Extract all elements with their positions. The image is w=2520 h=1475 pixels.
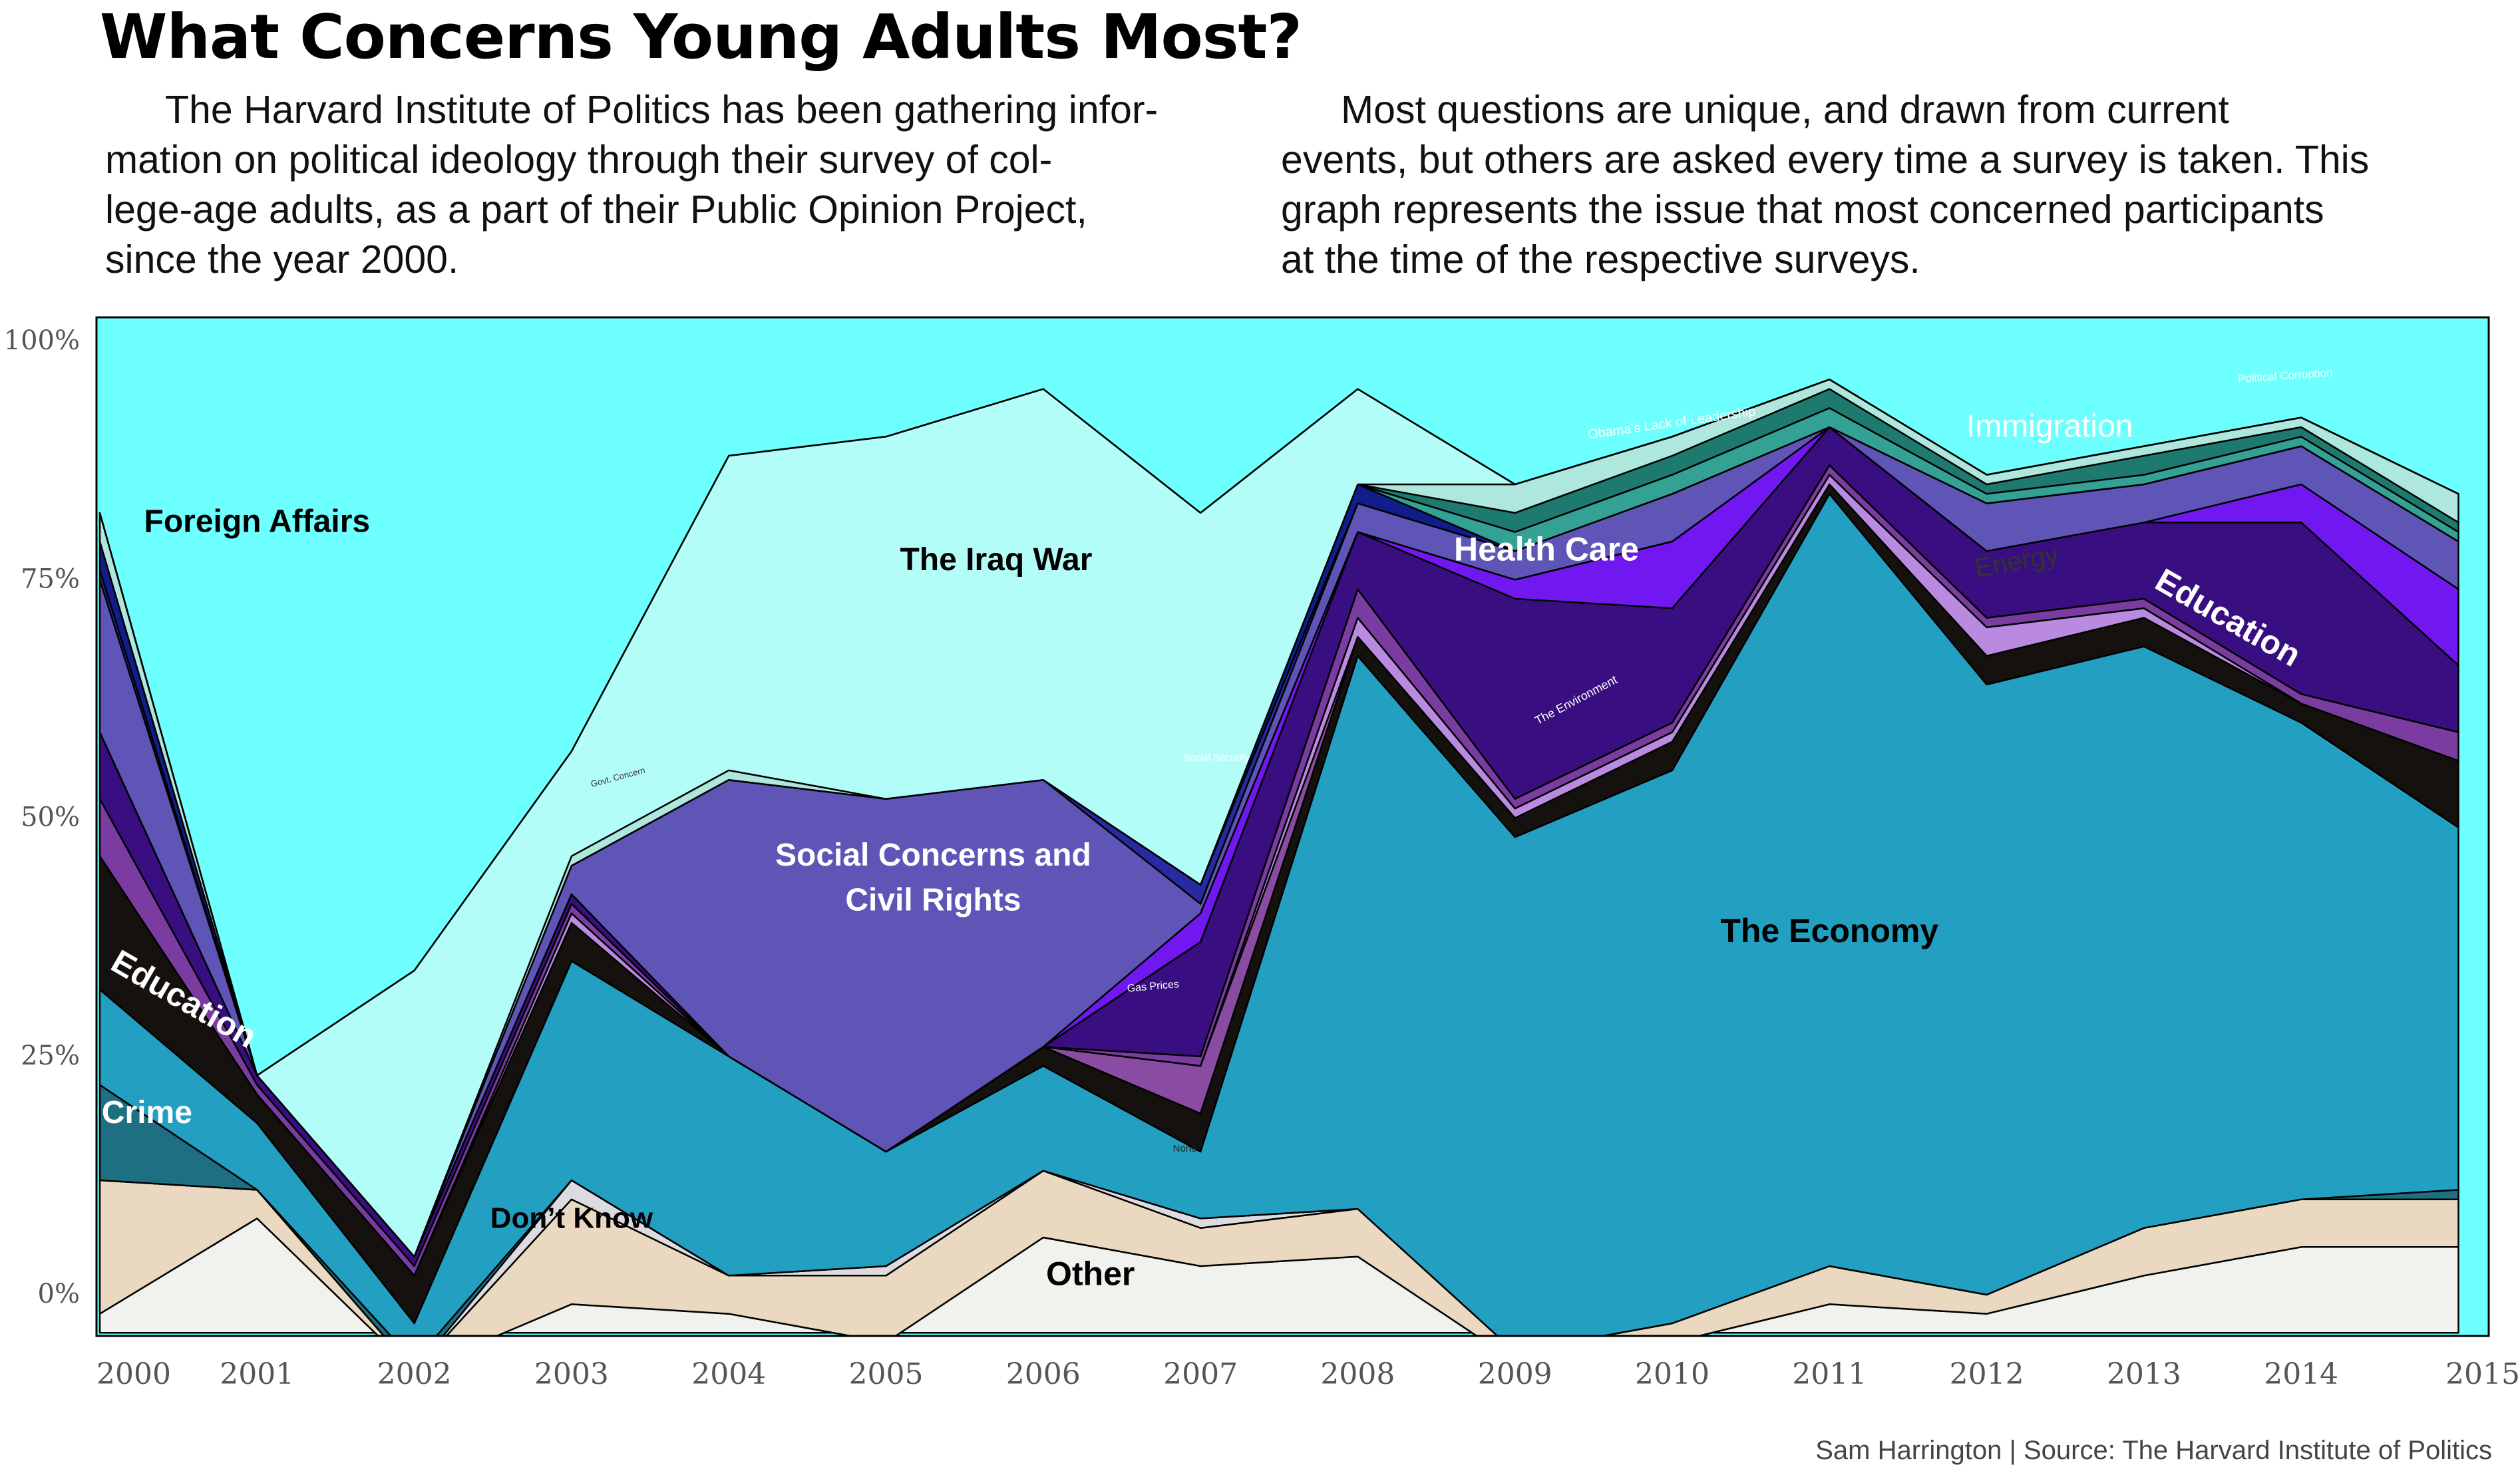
- intro-left-line-3: lege-age adults, as a part of their Publ…: [105, 188, 1087, 232]
- label-none: None: [1173, 1143, 1197, 1154]
- intro-right-line-2: events, but others are asked every time …: [1281, 138, 2370, 182]
- x-tick-label: 2005: [849, 1357, 924, 1391]
- label-health-care: Health Care: [1454, 531, 1639, 568]
- label-the-iraq-war: The Iraq War: [900, 542, 1092, 577]
- y-tick-label: 25%: [21, 1041, 80, 1071]
- label-the-economy: The Economy: [1720, 912, 1938, 949]
- x-tick-label: 2015: [2445, 1357, 2520, 1391]
- y-tick-label: 100%: [4, 325, 80, 356]
- x-tick-label: 2003: [534, 1357, 609, 1391]
- intro-right-line-4: at the time of the respective surveys.: [1281, 238, 1920, 281]
- chart-title: What Concerns Young Adults Most?: [100, 1, 1302, 73]
- x-tick-label: 2009: [1478, 1357, 1552, 1391]
- label-social-concerns-and-civil-rights: Social Concerns and Civil Rights: [775, 838, 1091, 917]
- x-tick-label: 2007: [1163, 1357, 1238, 1391]
- x-tick-label: 2013: [2107, 1357, 2181, 1391]
- label-immigration: Immigration: [1966, 409, 2133, 444]
- intro-left-line-1: The Harvard Institute of Politics has be…: [165, 88, 1159, 132]
- x-tick-label: 2010: [1635, 1357, 1710, 1391]
- intro-right-line-1: Most questions are unique, and drawn fro…: [1341, 88, 2229, 132]
- x-tick-label: 2008: [1320, 1357, 1395, 1391]
- x-tick-label: 2002: [377, 1357, 452, 1391]
- label-other: Other: [1046, 1255, 1135, 1293]
- intro-left-line-2: mation on political ideology through the…: [105, 138, 1053, 182]
- x-tick-label: 2011: [1792, 1357, 1867, 1391]
- y-tick-label: 0%: [38, 1279, 80, 1309]
- axes: 0% 25% 50% 75% 100% 2000 2001 2002 2003 2004 2005 2…: [4, 316, 2520, 1391]
- x-tick-label: 2000: [96, 1357, 171, 1391]
- label-crime: Crime: [102, 1095, 192, 1130]
- x-tick-label: 2006: [1006, 1357, 1081, 1391]
- label-don-t-know: Don’t Know: [490, 1202, 653, 1235]
- intro-left-line-4: since the year 2000.: [105, 238, 459, 281]
- intro-right-line-3: graph represents the issue that most con…: [1281, 188, 2324, 232]
- x-tick-label: 2004: [691, 1357, 766, 1391]
- x-tick-label: 2014: [2264, 1357, 2338, 1391]
- source-credit: Sam Harrington | Source: The Harvard Ins…: [1815, 1436, 2492, 1465]
- label-gas-prices: Gas Prices: [1127, 979, 1179, 995]
- x-tick-label: 2012: [1950, 1357, 2024, 1391]
- y-tick-label: 75%: [21, 564, 80, 594]
- intro-paragraph-right: Most questions are unique, and drawn fro…: [1281, 85, 2452, 285]
- x-tick-label: 2001: [220, 1357, 294, 1391]
- label-foreign-affairs: Foreign Affairs: [144, 504, 371, 540]
- area-foreign-affairs: [98, 379, 2459, 1076]
- plot-area: [96, 317, 2489, 1336]
- plot-frame: [95, 316, 2490, 1337]
- intro-paragraph-left: The Harvard Institute of Politics has be…: [105, 85, 1276, 285]
- label-social-security: Social Security: [1183, 752, 1250, 764]
- y-tick-label: 50%: [21, 802, 80, 833]
